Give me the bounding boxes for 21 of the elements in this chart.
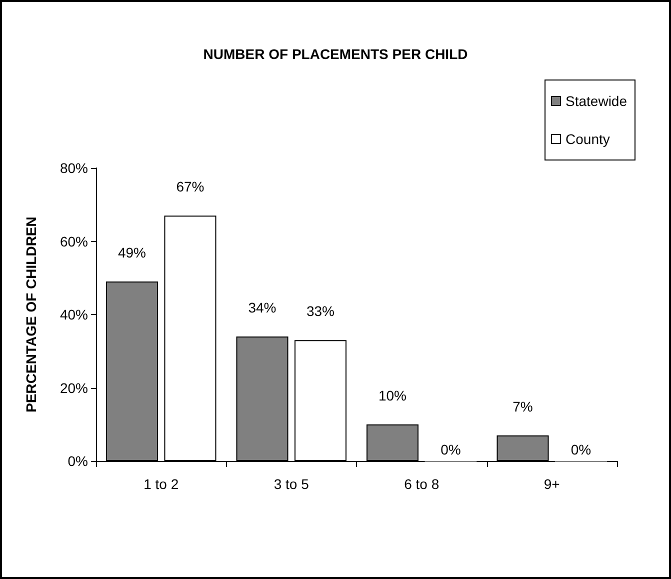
data-label: 33% xyxy=(306,303,335,320)
y-tick-label: 20% xyxy=(60,380,88,396)
y-tick-label: 80% xyxy=(60,160,88,176)
data-label: 7% xyxy=(512,398,533,414)
y-tick-label: 40% xyxy=(60,306,88,322)
data-label: 10% xyxy=(378,387,407,404)
data-label: 0% xyxy=(570,442,592,458)
legend-label: County xyxy=(566,131,610,147)
y-tick-label: 0% xyxy=(68,453,88,469)
data-label: 34% xyxy=(248,299,276,316)
x-tick-label: 1 to 2 xyxy=(144,476,179,492)
chart-title: NUMBER OF PLACEMENTS PER CHILD xyxy=(203,46,468,62)
data-label: 67% xyxy=(176,178,204,195)
data-label: 49% xyxy=(118,244,146,261)
x-tick-label: 6 to 8 xyxy=(404,476,440,492)
y-tick-label: 60% xyxy=(60,233,88,250)
data-label: 0% xyxy=(440,442,461,458)
y-axis-title: PERCENTAGE OF CHILDREN xyxy=(23,216,39,412)
legend-label: Statewide xyxy=(566,93,628,109)
x-tick-label: 9+ xyxy=(544,476,560,492)
x-tick-label: 3 to 5 xyxy=(274,476,310,492)
